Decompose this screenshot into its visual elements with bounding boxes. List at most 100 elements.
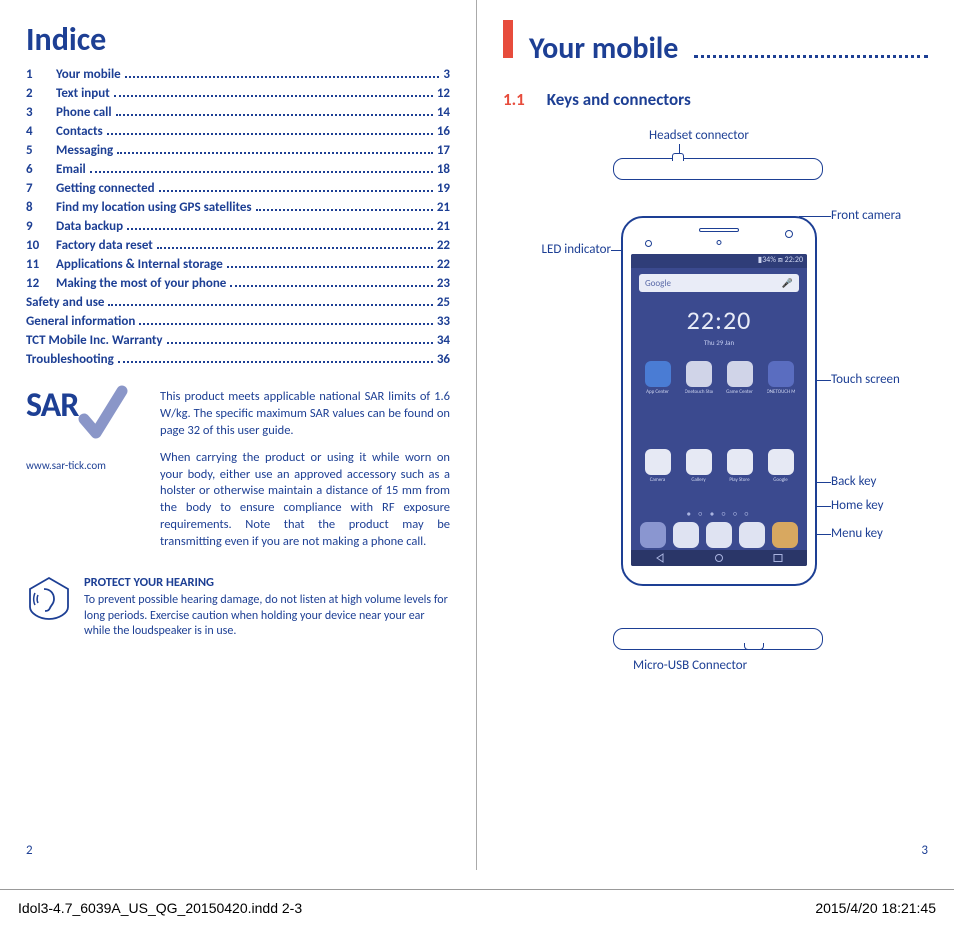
toc-label: Getting connected: [56, 181, 155, 196]
app-icon: [771, 522, 799, 548]
toc-page: 34: [437, 333, 450, 348]
toc-page: 25: [437, 295, 450, 310]
menu-key-icon: [772, 553, 784, 563]
footer-timestamp: 2015/4/20 18:21:45: [815, 900, 936, 916]
home-key-icon: [713, 553, 725, 563]
hearing-body: To prevent possible hearing damage, do n…: [84, 593, 450, 640]
clock-widget: 22:20: [631, 304, 807, 336]
label-usb: Micro-USB Connector: [633, 658, 747, 673]
sar-logo: SAR: [26, 389, 146, 423]
chapter-title: Your mobile: [529, 30, 678, 67]
touch-screen: ▮34% ⧈ 22:20 Google 🎤 22:20 Thu 29 Jan A…: [631, 254, 807, 566]
toc-number: 3: [26, 105, 56, 120]
label-led: LED indicator: [503, 242, 611, 257]
toc-label: Making the most of your phone: [56, 276, 226, 291]
toc-page: 17: [437, 143, 450, 158]
toc-page: 18: [437, 162, 450, 177]
toc-number: 10: [26, 238, 56, 253]
footer-file: Idol3-4.7_6039A_US_QG_20150420.indd 2-3: [18, 900, 302, 916]
phone-bottom-view: [613, 628, 823, 650]
mic-icon: 🎤: [782, 278, 793, 289]
toc-number: 8: [26, 200, 56, 215]
toc-label: Text input: [56, 86, 110, 101]
toc-label: Find my location using GPS satellites: [56, 200, 252, 215]
hearing-title: PROTECT YOUR HEARING: [84, 575, 450, 591]
page-left: Indice 1Your mobile32Text input123Phone …: [0, 0, 477, 870]
toc-row: 10Factory data reset22: [26, 238, 450, 253]
toc-row: 3Phone call 14: [26, 105, 450, 120]
toc-page: 21: [437, 200, 450, 215]
headset-jack-icon: [672, 153, 684, 161]
app-icon: [639, 522, 667, 548]
toc-page: 3: [443, 67, 450, 82]
toc-page: 33: [437, 314, 450, 329]
toc-label: Applications & Internal storage: [56, 257, 223, 272]
toc-row: 2Text input12: [26, 86, 450, 101]
app-icon: Onetouch Store: [685, 361, 713, 395]
app-row-1: App CenterOnetouch StoreGame CenterONETO…: [631, 361, 807, 395]
toc-label: Factory data reset: [56, 238, 153, 253]
toc-page: 14: [437, 105, 450, 120]
app-icon: Gallery: [685, 449, 713, 483]
hearing-block: PROTECT YOUR HEARING To prevent possible…: [26, 575, 450, 640]
table-of-contents: 1Your mobile32Text input123Phone call144…: [26, 67, 450, 367]
toc-row: 11Applications & Internal storage 22: [26, 257, 450, 272]
toc-page: 19: [437, 181, 450, 196]
chapter-accent-bar: [503, 20, 513, 58]
toc-row: 4Contacts16: [26, 124, 450, 139]
page-indicator: ● ○ ● ○ ○ ○: [631, 509, 807, 518]
search-widget: Google 🎤: [639, 274, 799, 292]
toc-label: Troubleshooting: [26, 352, 114, 367]
label-menu-key: Menu key: [831, 526, 883, 541]
toc-page: 16: [437, 124, 450, 139]
toc-label: General information: [26, 314, 135, 329]
app-icon: Play Store: [726, 449, 754, 483]
app-icon: App Center: [644, 361, 672, 395]
toc-label: Your mobile: [56, 67, 121, 82]
chapter-title-row: Your mobile: [503, 20, 928, 67]
sensor-icon: [717, 240, 722, 245]
app-row-2: CameraGalleryPlay StoreGoogle: [631, 449, 807, 483]
label-back-key: Back key: [831, 474, 876, 489]
index-title: Indice: [26, 20, 450, 59]
toc-row: 1Your mobile3: [26, 67, 450, 82]
label-home-key: Home key: [831, 498, 884, 513]
phone-top-view: [613, 158, 823, 180]
toc-number: 4: [26, 124, 56, 139]
toc-label: Email: [56, 162, 86, 177]
toc-label: Safety and use: [26, 295, 104, 310]
app-icon: [705, 522, 733, 548]
phone-front-view: ▮34% ⧈ 22:20 Google 🎤 22:20 Thu 29 Jan A…: [621, 216, 817, 586]
page-number-right: 3: [921, 843, 928, 858]
section-title: Keys and connectors: [547, 89, 691, 110]
phone-diagram: Headset connector LED indicator Front ca…: [503, 128, 928, 708]
sar-block: SAR www.sar-tick.com This product meets …: [26, 389, 450, 561]
toc-row: 6Email18: [26, 162, 450, 177]
toc-row: Safety and use 25: [26, 295, 450, 310]
app-icon: Google: [767, 449, 795, 483]
toc-row: 5Messaging17: [26, 143, 450, 158]
toc-number: 11: [26, 257, 56, 272]
led-dot-icon: [645, 240, 652, 247]
sar-url: www.sar-tick.com: [26, 459, 146, 472]
toc-label: Phone call: [56, 105, 112, 120]
label-front-camera: Front camera: [831, 208, 901, 223]
toc-page: 23: [437, 276, 450, 291]
toc-page: 36: [437, 352, 450, 367]
toc-page: 21: [437, 219, 450, 234]
toc-number: 12: [26, 276, 56, 291]
toc-row: 7Getting connected19: [26, 181, 450, 196]
app-icon: Game Center: [726, 361, 754, 395]
toc-row: General information 33: [26, 314, 450, 329]
front-camera-icon: [785, 230, 793, 238]
usb-port-icon: [744, 643, 764, 650]
label-touch-screen: Touch screen: [831, 372, 900, 387]
toc-row: 8Find my location using GPS satellites 21: [26, 200, 450, 215]
toc-page: 22: [437, 257, 450, 272]
sar-check-icon: [78, 385, 128, 445]
toc-row: 12Making the most of your phone 23: [26, 276, 450, 291]
section-number: 1.1: [503, 89, 525, 110]
sar-text: This product meets applicable national S…: [160, 389, 450, 561]
nav-bar: [631, 550, 807, 566]
status-bar: ▮34% ⧈ 22:20: [631, 254, 807, 268]
